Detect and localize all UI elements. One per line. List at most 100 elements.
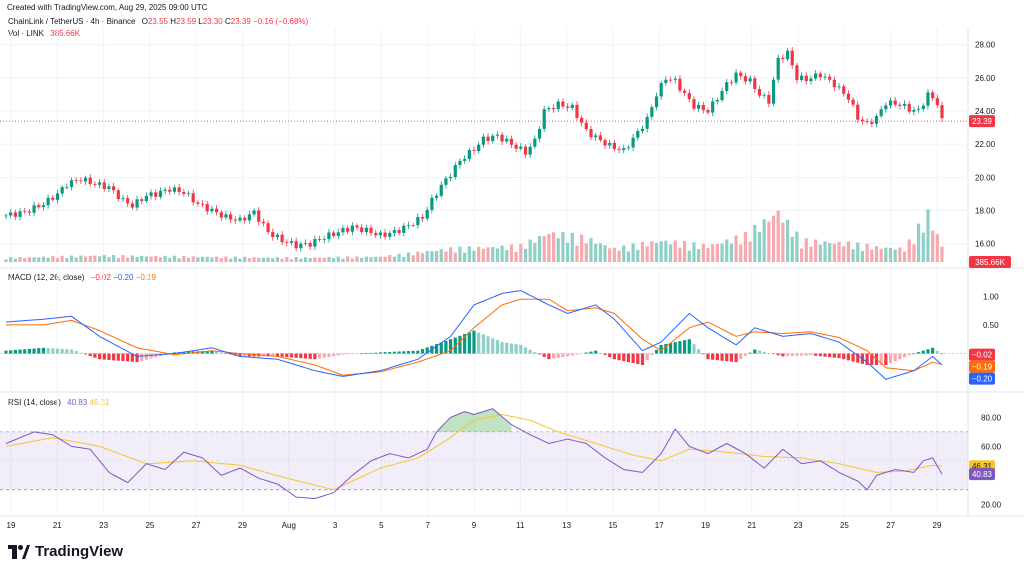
close-value: 23.39 <box>230 17 251 26</box>
candle-body <box>935 98 939 106</box>
symbol-title[interactable]: ChainLink / TetherUS · 4h · Binance <box>8 17 136 26</box>
volume-bar <box>392 256 397 262</box>
macd-hist-badge-label: −0.02 <box>972 351 993 360</box>
macd-histogram-bar <box>102 353 106 360</box>
volume-bar <box>449 247 453 262</box>
macd-histogram-bar <box>121 353 125 362</box>
macd-histogram-bar <box>893 353 897 362</box>
candle-body <box>37 205 41 208</box>
candle-body <box>229 214 233 220</box>
volume-bar <box>809 246 813 262</box>
macd-histogram-bar <box>144 353 148 360</box>
candle-body <box>556 101 560 110</box>
volume-bar <box>626 251 631 262</box>
macd-histogram-bar <box>701 353 705 355</box>
volume-bar <box>425 251 429 262</box>
volume-bar <box>673 240 677 262</box>
volume-bar <box>734 235 738 262</box>
candle-body <box>154 192 158 197</box>
time-tick-label: 15 <box>608 521 617 530</box>
volume-bar <box>374 256 378 262</box>
volume-label[interactable]: Vol · LINK <box>8 29 45 38</box>
macd-label[interactable]: MACD (12, 26, close) <box>8 273 85 282</box>
macd-histogram-bar <box>785 353 790 357</box>
candle-body <box>355 225 359 228</box>
candle-body <box>271 232 275 238</box>
candle-body <box>743 76 748 82</box>
macd-signal-line <box>6 298 943 376</box>
volume-bar <box>229 258 233 262</box>
macd-histogram-bar <box>210 350 214 354</box>
volume-bar <box>921 232 925 262</box>
macd-histogram-bar <box>313 353 317 360</box>
candle-body <box>659 83 663 97</box>
candle-body <box>238 217 242 221</box>
candle-body <box>247 214 251 221</box>
volume-bar <box>926 209 930 262</box>
macd-histogram-bar <box>575 353 579 355</box>
macd-histogram-bar <box>753 349 757 354</box>
rsi-label[interactable]: RSI (14, close) <box>8 398 61 407</box>
candle-body <box>210 208 214 212</box>
volume-bar <box>603 245 607 262</box>
volume-bar <box>912 244 916 262</box>
candle-body <box>458 160 462 166</box>
volume-bar <box>556 238 560 262</box>
volume-bar <box>18 257 22 262</box>
candle-body <box>626 147 631 149</box>
candle-body <box>837 86 841 88</box>
volume-bar <box>411 255 415 262</box>
tradingview-brand[interactable]: TradingView <box>8 543 123 560</box>
macd-histogram-bar <box>645 353 649 360</box>
macd-histogram-bar <box>69 349 74 354</box>
volume-bar <box>332 258 336 262</box>
volume-bar <box>509 244 514 262</box>
macd-histogram-bar <box>664 343 668 354</box>
candle-body <box>673 78 677 80</box>
candle-body <box>336 232 340 236</box>
volume-bar <box>13 258 17 262</box>
volume-bar <box>594 243 598 262</box>
candle-body <box>800 75 804 81</box>
macd-histogram-bar <box>13 349 17 354</box>
volume-bar <box>341 258 345 262</box>
candle-body <box>931 92 935 99</box>
volume-bar <box>659 241 663 262</box>
volume-bar <box>781 222 785 262</box>
macd-histogram-bar <box>757 350 762 354</box>
macd-histogram-bar <box>392 351 397 354</box>
macd-histogram-bar <box>580 353 584 355</box>
macd-histogram-bar <box>678 341 682 354</box>
volume-bar <box>771 215 776 262</box>
candle-body <box>252 210 256 215</box>
macd-histogram-bar <box>767 352 771 354</box>
candle-body <box>163 189 167 191</box>
volume-bar <box>130 255 134 262</box>
candle-body <box>205 204 209 212</box>
volume-bar <box>383 256 387 262</box>
candle-body <box>776 57 780 80</box>
volume-bar <box>640 241 645 262</box>
time-tick-label: 23 <box>99 521 108 530</box>
macd-histogram-bar <box>27 348 31 354</box>
volume-bar <box>584 243 588 262</box>
candle-body <box>392 230 397 233</box>
candle-body <box>846 93 850 100</box>
volume-bar <box>369 257 373 262</box>
candle-body <box>912 109 916 112</box>
candle-body <box>771 79 776 104</box>
time-tick-label: 25 <box>840 521 849 530</box>
candle-body <box>706 110 710 113</box>
volume-bar <box>360 257 364 262</box>
macd-histogram-bar <box>888 353 893 364</box>
macd-histogram-bar <box>491 338 495 354</box>
candle-body <box>917 108 921 110</box>
rsi-ma-badge-label: 46.31 <box>972 462 993 471</box>
macd-histogram-bar <box>533 352 537 354</box>
macd-line-badge <box>969 372 995 385</box>
macd-histogram-bar <box>739 353 743 359</box>
volume-bar <box>79 255 83 262</box>
time-tick-label: 21 <box>747 521 756 530</box>
candle-body <box>926 92 930 106</box>
